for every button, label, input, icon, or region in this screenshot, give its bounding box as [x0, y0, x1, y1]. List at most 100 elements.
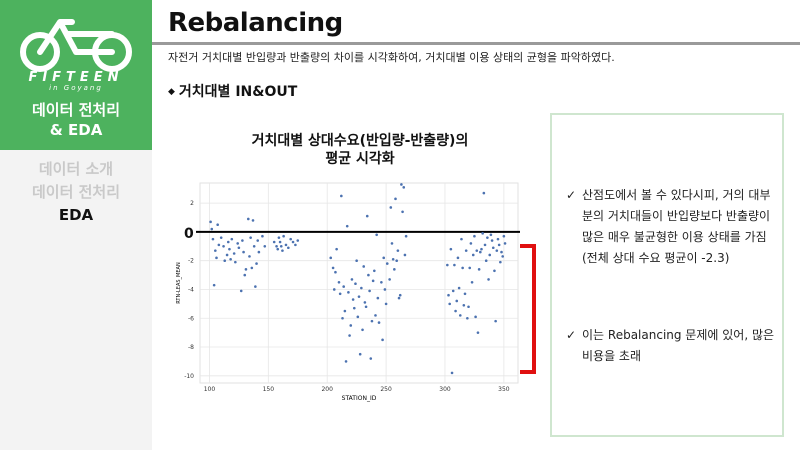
- data-point: [354, 282, 357, 286]
- data-point: [289, 237, 292, 241]
- data-point: [248, 255, 251, 258]
- section-heading: ◆ 거치대별 IN&OUT: [168, 81, 297, 101]
- data-point: [335, 247, 338, 251]
- data-point: [263, 245, 267, 248]
- data-point: [348, 334, 351, 337]
- data-point: [389, 206, 393, 209]
- x-tick-labels: 100 150 200 250 300 350: [204, 386, 510, 393]
- page-subtitle: 자전거 거치대별 반입량과 반출량의 차이를 시각화하여, 거치대별 이용 상태…: [168, 51, 615, 64]
- data-point: [241, 239, 244, 242]
- data-point: [237, 246, 241, 250]
- data-point: [395, 259, 398, 262]
- data-point: [365, 214, 369, 218]
- data-point: [458, 314, 462, 317]
- data-point: [361, 328, 364, 332]
- data-point: [254, 285, 257, 288]
- data-point: [210, 227, 214, 231]
- data-point: [466, 316, 469, 320]
- data-point: [484, 259, 488, 262]
- data-point: [497, 243, 501, 247]
- data-point: [460, 237, 463, 241]
- data-point: [369, 357, 373, 360]
- data-point: [364, 305, 368, 309]
- data-point: [284, 243, 288, 247]
- data-point: [287, 246, 290, 250]
- data-point: [228, 247, 231, 251]
- data-point: [219, 236, 223, 239]
- chart-grid: [199, 182, 519, 384]
- data-point: [479, 250, 482, 254]
- data-point: [242, 250, 245, 254]
- sidebar-item-preprocessing[interactable]: 데이터 전처리: [31, 183, 121, 201]
- data-point: [338, 292, 342, 296]
- data-point: [464, 249, 468, 252]
- data-point: [329, 256, 333, 260]
- sidebar-item-data-intro[interactable]: 데이터 소개: [38, 160, 114, 178]
- data-point: [380, 280, 383, 284]
- data-point: [214, 249, 217, 252]
- data-point: [469, 242, 473, 245]
- y-axis-label: RTN-LEAS_MEAN: [176, 262, 182, 304]
- data-point: [374, 314, 377, 317]
- data-point: [368, 289, 371, 293]
- data-point: [217, 243, 221, 247]
- title-divider: [152, 42, 800, 45]
- data-point: [367, 273, 370, 277]
- data-point: [249, 236, 252, 239]
- data-point: [216, 223, 219, 227]
- data-point: [223, 259, 227, 262]
- data-point: [331, 266, 335, 270]
- data-point: [475, 249, 479, 252]
- data-point: [332, 288, 336, 291]
- data-point: [355, 259, 358, 262]
- data-point: [340, 194, 343, 198]
- data-point: [352, 306, 356, 310]
- data-point: [382, 256, 386, 260]
- data-point: [461, 266, 464, 270]
- logo-panel: FIFTEEN in Goyang 데이터 전처리 & EDA: [0, 0, 152, 150]
- data-point: [356, 315, 360, 319]
- data-point: [377, 321, 381, 324]
- data-point: [456, 256, 460, 260]
- y-tick-labels: 2 -2 -4 -6 -8 -10: [184, 200, 194, 380]
- logo-tagline: in Goyang: [49, 84, 103, 92]
- data-point: [404, 234, 408, 238]
- data-point: [226, 240, 230, 244]
- section-heading-text: 거치대별 IN&OUT: [178, 84, 298, 100]
- data-point: [468, 266, 472, 270]
- data-point: [276, 247, 280, 251]
- x-tick-label: 200: [321, 386, 333, 393]
- plot-area: [199, 182, 519, 384]
- data-point: [257, 250, 261, 254]
- data-point: [272, 240, 276, 244]
- data-point: [451, 289, 455, 293]
- data-point: [234, 260, 237, 264]
- data-point: [455, 299, 459, 303]
- data-point: [496, 237, 500, 241]
- data-point: [250, 266, 254, 270]
- data-point: [370, 319, 374, 323]
- data-point: [383, 288, 387, 291]
- data-point: [376, 296, 380, 300]
- bicycle-logo-icon: [20, 19, 132, 72]
- sidebar-nav: 데이터 소개 데이터 전처리 EDA: [0, 158, 152, 227]
- data-point: [482, 191, 486, 195]
- x-tick-label: 100: [204, 386, 216, 393]
- sidebar-section-title-text: 데이터 전처리 & EDA: [31, 101, 121, 139]
- x-axis-label: STATION_ID: [342, 395, 377, 402]
- data-point: [282, 234, 285, 238]
- data-point: [344, 360, 348, 363]
- data-point: [401, 210, 404, 214]
- data-point: [470, 280, 474, 284]
- data-point: [347, 291, 350, 294]
- data-point: [402, 186, 406, 189]
- data-point: [477, 268, 481, 271]
- sidebar-item-eda[interactable]: EDA: [58, 206, 94, 224]
- logo-name: FIFTEEN: [28, 70, 124, 85]
- data-point: [390, 242, 394, 245]
- data-point: [211, 237, 215, 241]
- data-point: [362, 265, 366, 268]
- data-point: [373, 269, 376, 273]
- data-point: [349, 324, 353, 327]
- data-point: [363, 301, 367, 304]
